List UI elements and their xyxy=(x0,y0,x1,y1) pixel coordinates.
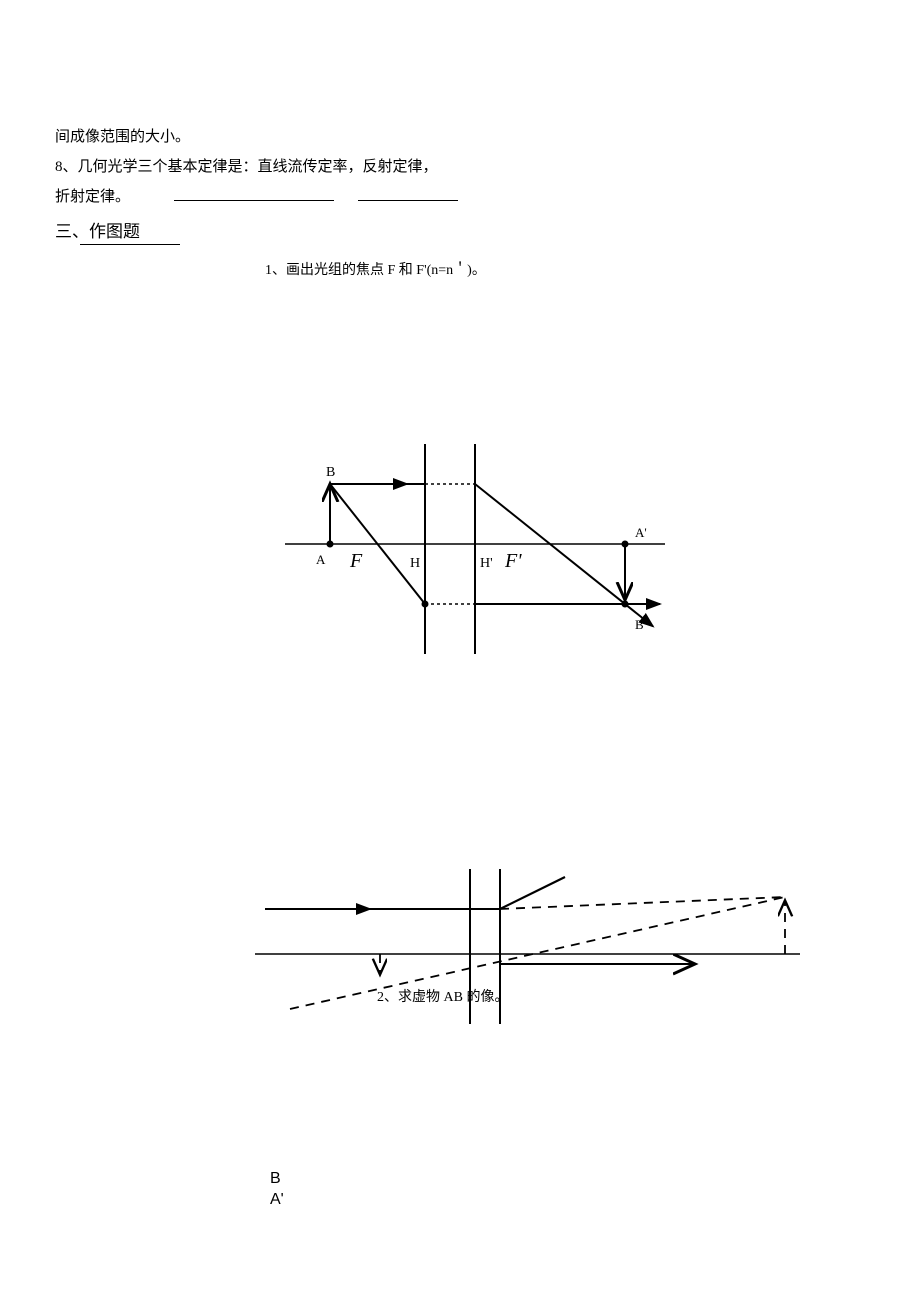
diagram-1-focal-points: B A F H H' F' A' B' xyxy=(265,429,685,659)
diagram-1-svg: B A F H H' F' A' B' xyxy=(265,429,685,659)
label-A-prime: A' xyxy=(270,1190,865,1211)
svg-text:A': A' xyxy=(635,525,647,540)
text-q8-line2: 折射定律。 xyxy=(55,185,865,209)
q1-prompt: 1、画出光组的焦点 F 和 F'(n=n＇)。 xyxy=(265,259,865,279)
svg-text:B': B' xyxy=(635,617,646,632)
svg-text:H': H' xyxy=(480,556,493,571)
q2-prompt: 2、求虚物 AB 的像。 xyxy=(377,986,508,1006)
section-3-underline xyxy=(80,244,180,245)
svg-text:F: F xyxy=(349,550,363,572)
text-imaging-range: 间成像范围的大小。 xyxy=(55,125,865,149)
svg-text:B: B xyxy=(326,465,335,480)
text-q8-line1: 8、几何光学三个基本定律是：直线流传定率，反射定律， xyxy=(55,155,865,179)
q8-refraction-law: 折射定律。 xyxy=(55,189,130,205)
section-3-title: 三、作图题 xyxy=(55,217,865,242)
svg-text:A: A xyxy=(316,552,326,567)
svg-text:F': F' xyxy=(504,550,522,572)
diagram-2-virtual-object: 2、求虚物 AB 的像。 xyxy=(245,859,815,1039)
blank-2 xyxy=(358,187,458,201)
diagram-2-svg xyxy=(245,859,815,1039)
label-B: B xyxy=(270,1169,865,1190)
svg-text:H: H xyxy=(410,556,420,571)
bottom-labels: B A' xyxy=(270,1169,865,1211)
blank-1 xyxy=(174,187,334,201)
